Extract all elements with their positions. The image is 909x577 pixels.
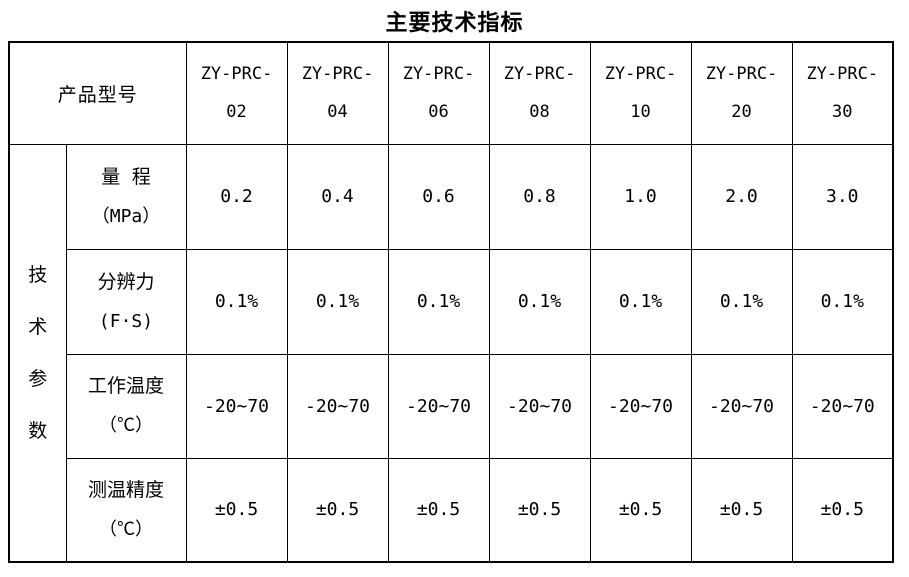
model-name-line2: 04: [327, 102, 348, 123]
value-cell: -20~70: [185, 353, 288, 459]
value-cell: 1.0: [589, 143, 692, 250]
param-label-cell: 分辨力 (F·S): [65, 248, 187, 355]
param-label-line1: 量 程: [101, 165, 151, 188]
value-cell: -20~70: [791, 353, 894, 459]
value-cell: 0.6: [387, 143, 490, 250]
model-name-line1: ZY-PRC-: [503, 64, 576, 85]
value-cell: -20~70: [488, 353, 591, 459]
product-model-header: 产品型号: [8, 41, 187, 145]
param-label-line2: (F·S): [98, 310, 154, 332]
model-header-cell: ZY-PRC- 06: [387, 41, 490, 145]
model-name-line1: ZY-PRC-: [200, 64, 273, 85]
value-cell: ±0.5: [488, 457, 591, 563]
model-header-cell: ZY-PRC- 10: [589, 41, 692, 145]
value-cell: 0.2: [185, 143, 288, 250]
value-cell: 0.1%: [589, 248, 692, 355]
param-label-line1: 分辨力: [97, 270, 155, 293]
table-header-row: 产品型号 ZY-PRC- 02 ZY-PRC- 04 ZY-PRC- 06: [8, 41, 894, 145]
param-label-line2: （℃）: [99, 415, 153, 436]
value-cell: 0.4: [286, 143, 389, 250]
model-header-cell: ZY-PRC- 30: [791, 41, 894, 145]
model-header-cell: ZY-PRC- 08: [488, 41, 591, 145]
table-row-operating-temperature: 工作温度 （℃） -20~70 -20~70 -20~70 -20~70 -20…: [9, 353, 894, 459]
value-cell: 0.1%: [791, 248, 894, 355]
model-name-line1: ZY-PRC-: [806, 64, 879, 85]
value-cell: 0.1%: [488, 248, 591, 355]
value-cell: -20~70: [589, 353, 692, 459]
model-name-line1: ZY-PRC-: [402, 64, 475, 85]
table-row-resolution: 分辨力 (F·S) 0.1% 0.1% 0.1% 0.1% 0.1% 0.1% …: [9, 248, 894, 355]
model-header-cell: ZY-PRC- 04: [286, 41, 389, 145]
model-header-cell: ZY-PRC- 20: [690, 41, 793, 145]
value-cell: ±0.5: [185, 457, 288, 563]
value-cell: ±0.5: [286, 457, 389, 563]
model-name-line2: 10: [630, 102, 651, 123]
model-name-line2: 08: [529, 102, 550, 123]
value-cell: 0.1%: [185, 248, 288, 355]
value-cell: ±0.5: [589, 457, 692, 563]
value-cell: -20~70: [690, 353, 793, 459]
model-name-line2: 02: [226, 102, 247, 123]
param-label-line1: 测温精度: [88, 478, 165, 501]
model-name-line2: 20: [731, 102, 752, 123]
model-header-cell: ZY-PRC- 02: [185, 41, 288, 145]
table-row-temperature-accuracy: 测温精度 （℃） ±0.5 ±0.5 ±0.5 ±0.5 ±0.5 ±0.5 ±…: [9, 457, 894, 563]
model-name-line1: ZY-PRC-: [604, 64, 677, 85]
value-cell: 0.8: [488, 143, 591, 250]
value-cell: 3.0: [791, 143, 894, 250]
model-name-line1: ZY-PRC-: [705, 64, 778, 85]
param-label-cell: 工作温度 （℃）: [65, 353, 187, 459]
spec-table: 产品型号 ZY-PRC- 02 ZY-PRC- 04 ZY-PRC- 06: [8, 41, 895, 563]
param-label-cell: 量 程 （MPa）: [65, 143, 187, 250]
param-label-line1: 工作温度: [88, 375, 165, 397]
param-label-cell: 测温精度 （℃）: [65, 457, 187, 563]
value-cell: ±0.5: [387, 457, 490, 563]
value-cell: 0.1%: [387, 248, 490, 355]
value-cell: ±0.5: [791, 457, 894, 563]
value-cell: 2.0: [690, 143, 793, 250]
model-name-line1: ZY-PRC-: [301, 64, 374, 85]
value-cell: -20~70: [286, 353, 389, 459]
value-cell: -20~70: [387, 353, 490, 459]
param-label-line2: （MPa）: [91, 205, 161, 227]
value-cell: 0.1%: [690, 248, 793, 355]
param-label-line2: （℃）: [99, 518, 153, 540]
model-name-line2: 30: [832, 102, 853, 123]
group-label: 技术参数: [28, 263, 48, 442]
value-cell: ±0.5: [690, 457, 793, 563]
page-title: 主要技术指标: [385, 11, 524, 36]
model-name-line2: 06: [428, 102, 449, 123]
value-cell: 0.1%: [286, 248, 389, 355]
table-row-range: 技术参数 量 程 （MPa） 0.2 0.4 0.6 0.8 1.0 2.0 3…: [8, 143, 894, 563]
group-label-cell: 技术参数: [8, 143, 67, 563]
